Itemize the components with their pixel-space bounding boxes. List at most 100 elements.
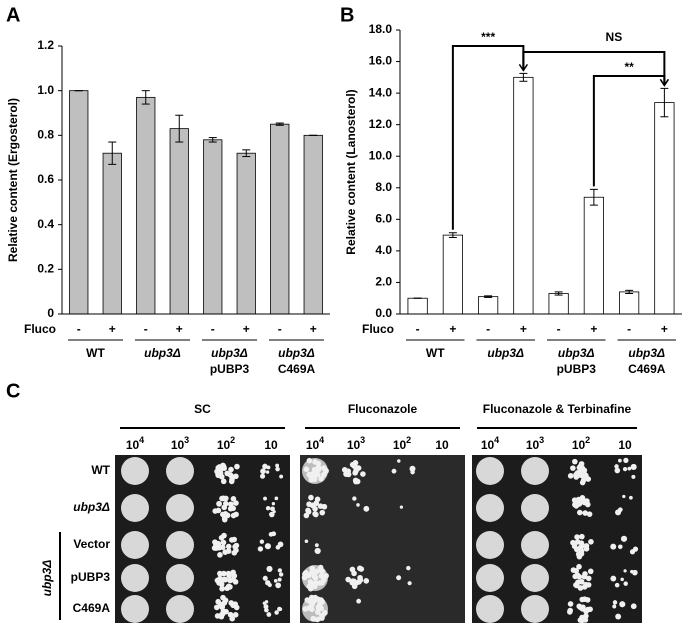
error-bar bbox=[589, 188, 598, 206]
panel-label: C bbox=[6, 380, 20, 402]
colony bbox=[579, 472, 585, 479]
colony bbox=[574, 539, 581, 545]
colony bbox=[232, 543, 238, 550]
colony bbox=[229, 537, 235, 543]
colony bbox=[274, 610, 279, 615]
colony bbox=[397, 459, 401, 463]
colony bbox=[343, 471, 350, 477]
colony bbox=[354, 478, 361, 485]
colony bbox=[230, 512, 237, 519]
colony bbox=[352, 470, 358, 476]
colony bbox=[228, 600, 235, 606]
dilution-exponent: 2 bbox=[230, 435, 235, 445]
y-tick-label: 18.0 bbox=[369, 22, 393, 36]
colony bbox=[275, 545, 281, 550]
strain-label: WT bbox=[91, 463, 110, 477]
colony bbox=[315, 604, 322, 610]
y-tick-label: 0.8 bbox=[37, 128, 54, 142]
colony bbox=[610, 575, 617, 582]
colony bbox=[573, 546, 580, 553]
colony bbox=[267, 582, 272, 588]
colony bbox=[623, 457, 629, 463]
y-tick-label: 4.0 bbox=[375, 243, 392, 257]
dilution-label: 102 bbox=[393, 435, 411, 452]
x-axis-label: Fluco bbox=[362, 322, 394, 336]
group-label: ubp3Δ bbox=[487, 346, 524, 360]
colony bbox=[629, 495, 633, 500]
condition-label: SC bbox=[194, 402, 211, 416]
dilution-base: 10 bbox=[435, 438, 449, 452]
group-label: WT bbox=[426, 346, 445, 360]
x-tick-label: + bbox=[520, 322, 527, 336]
colony bbox=[581, 498, 588, 504]
colony bbox=[316, 580, 323, 586]
colony-spot bbox=[476, 595, 504, 623]
colony bbox=[306, 583, 313, 590]
colony bbox=[227, 611, 234, 618]
colony bbox=[306, 471, 313, 478]
colony bbox=[212, 508, 219, 514]
colony bbox=[224, 585, 230, 592]
colony bbox=[409, 465, 416, 472]
colony bbox=[218, 534, 225, 541]
y-tick-label: 0 bbox=[47, 306, 54, 320]
bar bbox=[102, 152, 122, 315]
dilution-exponent: 3 bbox=[539, 435, 544, 445]
bracket-arrow bbox=[659, 78, 669, 87]
colony bbox=[585, 575, 592, 582]
colony bbox=[579, 617, 585, 623]
colony bbox=[351, 578, 357, 585]
colony bbox=[619, 601, 626, 608]
error-bar bbox=[448, 232, 457, 238]
colony bbox=[406, 565, 411, 571]
colony bbox=[312, 511, 318, 517]
dilution-base: 10 bbox=[217, 438, 231, 452]
colony bbox=[224, 470, 231, 477]
bracket-arrow bbox=[518, 63, 528, 72]
colony bbox=[577, 585, 584, 591]
colony bbox=[213, 604, 220, 611]
colony bbox=[233, 604, 240, 611]
colony bbox=[581, 573, 588, 580]
dilution-base: 10 bbox=[618, 438, 632, 452]
colony-spot bbox=[521, 457, 549, 485]
colony bbox=[573, 500, 580, 507]
colony bbox=[220, 462, 226, 469]
error-bar bbox=[275, 122, 284, 126]
y-axis-label: Relative content (Lanosterol) bbox=[344, 89, 358, 254]
colony bbox=[630, 569, 634, 574]
colony bbox=[263, 604, 269, 610]
colony bbox=[308, 494, 314, 501]
colony bbox=[576, 553, 583, 560]
colony-spot bbox=[476, 564, 504, 592]
colony bbox=[320, 465, 327, 471]
colony bbox=[320, 471, 327, 478]
colony bbox=[585, 582, 592, 588]
colony-spot bbox=[121, 457, 149, 485]
colony bbox=[632, 546, 639, 552]
colony-spot bbox=[166, 457, 194, 485]
significance-bracket bbox=[522, 51, 666, 85]
colony bbox=[575, 496, 582, 503]
x-tick-label: - bbox=[144, 322, 148, 336]
colony bbox=[582, 510, 588, 516]
bar bbox=[407, 297, 428, 315]
colony bbox=[351, 583, 358, 590]
bar bbox=[513, 76, 534, 315]
colony bbox=[221, 504, 228, 511]
colony bbox=[584, 501, 591, 508]
dilution-exponent: 4 bbox=[319, 435, 324, 445]
y-tick-label: 1.2 bbox=[37, 38, 54, 52]
y-tick-label: 12.0 bbox=[369, 117, 393, 131]
group-label: pUBP3 bbox=[557, 362, 597, 376]
colony bbox=[220, 495, 227, 502]
colony bbox=[583, 613, 589, 619]
colony bbox=[312, 505, 318, 512]
bar bbox=[442, 234, 463, 315]
colony bbox=[216, 466, 223, 472]
colony bbox=[218, 473, 225, 480]
error-bar bbox=[108, 141, 117, 165]
dilution-label: 10 bbox=[435, 438, 449, 452]
colony bbox=[310, 471, 316, 478]
